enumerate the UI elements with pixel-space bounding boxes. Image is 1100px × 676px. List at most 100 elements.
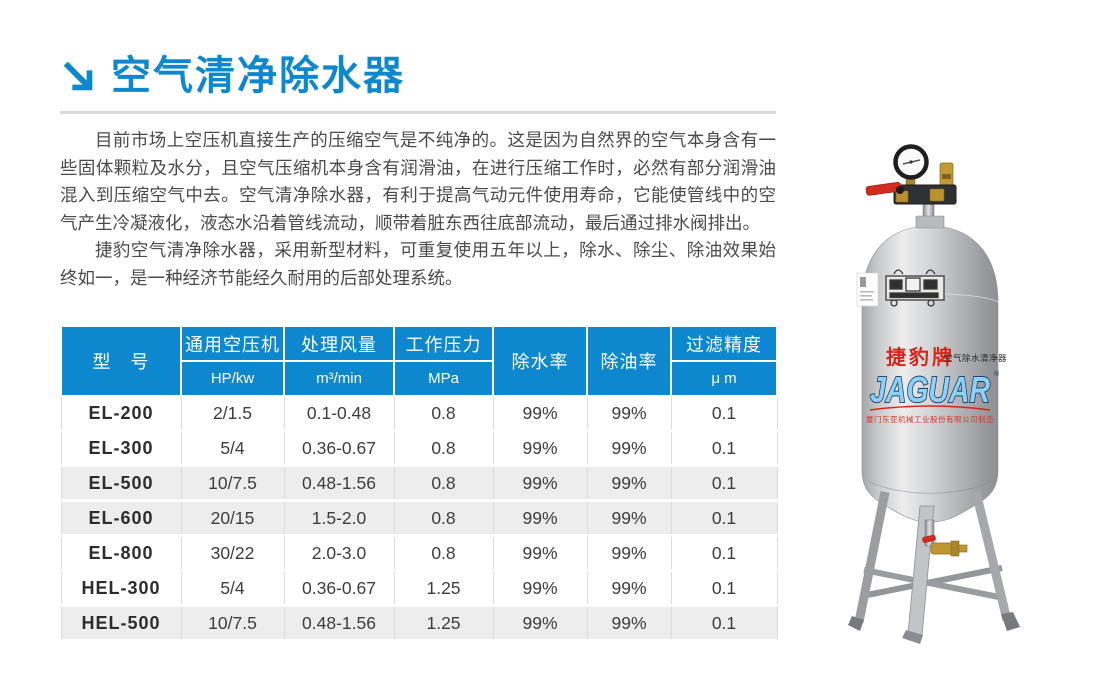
drain-nut	[950, 540, 960, 557]
right-foot	[1001, 612, 1020, 631]
cell-micron: 0.1	[671, 396, 778, 432]
cell-mpa: 0.8	[394, 430, 494, 467]
cell-water: 99%	[493, 500, 588, 537]
table-units-row: HP/kw m³/min MPa μ m	[61, 360, 778, 397]
jaguar-wordmark: JAGUAR	[870, 369, 990, 410]
brand-label: 捷豹牌 空气除水清净器 JAGUAR ® 厦门东亚机械工业股份有限公司制造	[866, 345, 1007, 424]
cell-flow: 0.48-1.56	[284, 605, 395, 642]
down-right-arrow-icon	[63, 61, 93, 91]
cell-water: 99%	[493, 396, 588, 432]
intro-text: 目前市场上空压机直接生产的压缩空气是不纯净的。这是因为自然界的空气本身含有一些固…	[60, 127, 776, 292]
front-foot	[902, 630, 923, 644]
cell-oil: 99%	[587, 465, 672, 502]
drain-valve	[922, 519, 968, 557]
cell-model: HEL-300	[60, 570, 182, 607]
drain-red-handle	[922, 534, 936, 543]
cell-water: 99%	[493, 465, 588, 502]
header-pressure-unit: MPa	[393, 360, 494, 397]
cell-flow: 0.1-0.48	[284, 396, 395, 432]
page-content: 空气清净除水器 目前市场上空压机直接生产的压缩空气是不纯净的。这是因为自然界的空…	[60, 48, 778, 642]
valve-assembly	[865, 144, 957, 205]
cell-oil: 99%	[587, 396, 672, 432]
red-underline	[869, 405, 991, 411]
table-row: EL-500 10/7.5 0.48-1.56 0.8 99% 99% 0.1	[60, 465, 778, 502]
cell-mpa: 0.8	[394, 535, 494, 572]
cell-flow: 1.5-2.0	[284, 500, 395, 537]
table-row: EL-800 30/22 2.0-3.0 0.8 99% 99% 0.1	[60, 535, 778, 572]
cell-model: EL-500	[60, 465, 182, 502]
header-airflow: 处理风量	[283, 325, 395, 362]
cell-water: 99%	[493, 605, 588, 642]
brand-cn-text: 捷豹牌	[886, 345, 955, 369]
cell-model: HEL-500	[60, 605, 182, 642]
cell-water: 99%	[493, 535, 588, 572]
cell-flow: 0.36-0.67	[284, 570, 395, 607]
cell-mpa: 0.8	[394, 396, 494, 432]
cell-water: 99%	[493, 570, 588, 607]
cell-model: EL-600	[60, 500, 182, 537]
drain-pipe	[924, 519, 935, 547]
cell-oil: 99%	[587, 535, 672, 572]
cell-micron: 0.1	[671, 570, 778, 607]
cross-brace	[863, 567, 1005, 601]
cell-hp: 30/22	[181, 535, 285, 572]
header-oil-removal: 除油率	[586, 325, 672, 397]
water-remover-tank-illustration: 捷豹牌 空气除水清净器 JAGUAR ® 厦门东亚机械工业股份有限公司制造	[848, 144, 1020, 644]
cell-micron: 0.1	[671, 430, 778, 467]
brass-valve-band	[942, 174, 951, 179]
tank-collar	[915, 215, 945, 229]
lever-hub	[896, 186, 904, 194]
cell-micron: 0.1	[671, 605, 778, 642]
cell-oil: 99%	[587, 500, 672, 537]
intro-paragraph: 目前市场上空压机直接生产的压缩空气是不纯净的。这是因为自然界的空气本身含有一些固…	[60, 130, 776, 233]
header-filtration: 过滤精度	[670, 325, 778, 362]
right-leg	[971, 490, 1012, 622]
table-row: HEL-500 10/7.5 0.48-1.56 1.25 99% 99% 0.…	[60, 605, 778, 642]
cell-model: EL-800	[60, 535, 182, 572]
cell-hp: 20/15	[181, 500, 285, 537]
left-foot	[848, 616, 864, 631]
table-row: EL-300 5/4 0.36-0.67 0.8 99% 99% 0.1	[60, 430, 778, 467]
cell-oil: 99%	[587, 430, 672, 467]
product-name-text: 空气除水清净器	[944, 353, 1007, 363]
table-row: EL-600 20/15 1.5-2.0 0.8 99% 99% 0.1	[60, 500, 778, 537]
cell-water: 99%	[493, 430, 588, 467]
manufacturer-text: 厦门东亚机械工业股份有限公司制造	[866, 414, 994, 424]
spec-table: 型 号 通用空压机 处理风量 工作压力 除水率 除油率 过滤精度 HP/kw m…	[60, 325, 778, 642]
cell-flow: 2.0-3.0	[284, 535, 395, 572]
header-compressor: 通用空压机	[180, 325, 285, 362]
page-header: 空气清净除水器	[60, 48, 776, 100]
cell-micron: 0.1	[671, 500, 778, 537]
cell-mpa: 0.8	[394, 500, 494, 537]
left-leg	[854, 491, 890, 623]
cell-oil: 99%	[587, 570, 672, 607]
header-airflow-unit: m³/min	[283, 360, 395, 397]
cell-flow: 0.48-1.56	[284, 465, 395, 502]
cell-mpa: 0.8	[394, 465, 494, 502]
gauge-pivot	[909, 160, 913, 164]
header-filtration-unit: μ m	[670, 360, 778, 397]
drain-outlet	[958, 544, 968, 553]
drain-brass-body	[930, 542, 954, 555]
table-row: HEL-300 5/4 0.36-0.67 1.25 99% 99% 0.1	[60, 570, 778, 607]
bottom-seam	[869, 481, 991, 494]
table-row: EL-200 2/1.5 0.1-0.48 0.8 99% 99% 0.1	[60, 396, 778, 432]
cell-flow: 0.36-0.67	[284, 430, 395, 467]
side-sticker	[856, 272, 879, 307]
cell-micron: 0.1	[671, 535, 778, 572]
product-photo: 捷豹牌 空气除水清净器 JAGUAR ® 厦门东亚机械工业股份有限公司制造	[830, 130, 1070, 650]
cell-hp: 10/7.5	[181, 465, 285, 502]
registered-mark: ®	[994, 370, 1000, 378]
header-pressure: 工作压力	[393, 325, 494, 362]
cell-hp: 2/1.5	[181, 396, 285, 432]
compressor-sketch	[885, 269, 945, 307]
cell-model: EL-200	[60, 396, 182, 432]
cell-model: EL-300	[60, 430, 182, 467]
header-compressor-unit: HP/kw	[180, 360, 285, 397]
header-water-removal: 除水率	[492, 325, 588, 397]
cell-hp: 5/4	[181, 570, 285, 607]
cell-hp: 5/4	[181, 430, 285, 467]
brass-fitting-right	[929, 188, 945, 202]
cell-micron: 0.1	[671, 465, 778, 502]
title-divider	[60, 111, 776, 114]
